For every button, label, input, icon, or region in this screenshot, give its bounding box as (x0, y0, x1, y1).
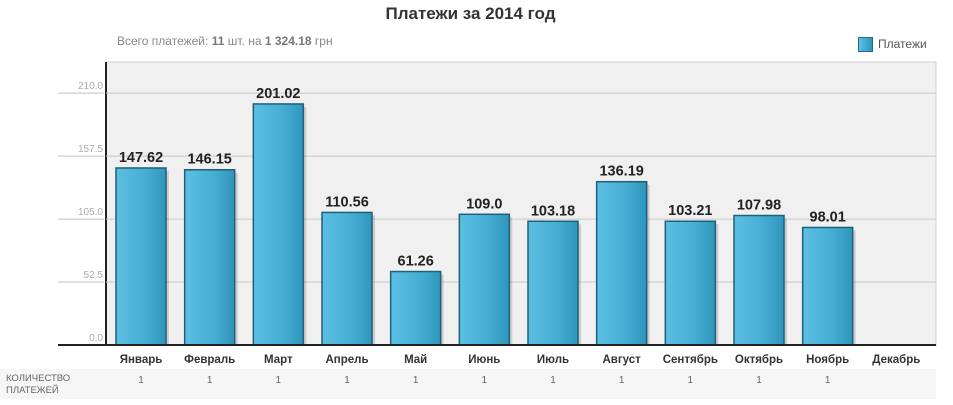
payment-count: 1 (825, 375, 831, 386)
summary-mid: шт. на (227, 34, 262, 48)
payment-count: 1 (619, 375, 625, 386)
payment-count: 1 (550, 375, 556, 386)
summary-prefix: Всего платежей: (117, 34, 209, 48)
x-tick-label: Июль (537, 354, 569, 366)
payments-summary: Всего платежей: 11 шт. на 1 324.18 грн (117, 34, 333, 48)
count-row-band (0, 369, 936, 399)
count-row-label: КОЛИЧЕСТВО ПЛАТЕЖЕЙ (6, 373, 71, 396)
x-tick-label: Март (264, 354, 293, 366)
payment-count: 1 (207, 375, 213, 386)
bar[interactable] (801, 226, 854, 346)
payment-count: 1 (688, 375, 694, 386)
bar-value-label: 146.15 (187, 152, 231, 168)
x-tick-label: Апрель (325, 354, 368, 366)
payment-count: 1 (482, 375, 488, 386)
x-tick-label: Январь (120, 354, 163, 366)
bar[interactable] (389, 270, 442, 346)
payment-count: 1 (413, 375, 419, 386)
bar[interactable] (321, 211, 373, 346)
bar[interactable] (183, 168, 236, 346)
payment-count: 1 (276, 375, 282, 386)
y-tick-label: 210.0 (78, 81, 103, 92)
bar-value-label: 98.01 (810, 209, 846, 225)
payment-count: 1 (138, 375, 144, 386)
bar-value-label: 107.98 (737, 198, 781, 214)
bar-value-label: 136.19 (599, 164, 643, 180)
bar[interactable] (664, 220, 717, 346)
x-tick-label: Июнь (468, 354, 500, 366)
bar[interactable] (458, 213, 511, 346)
bar[interactable] (527, 220, 579, 346)
plot-area (105, 61, 937, 346)
bar-value-label: 109.0 (466, 196, 502, 212)
y-tick-label: 52.5 (84, 270, 104, 281)
payment-count: 1 (756, 375, 762, 386)
bar-value-label: 110.56 (325, 194, 369, 210)
x-tick-label: Май (404, 354, 427, 366)
legend-swatch (858, 36, 873, 52)
x-tick-label: Сентябрь (663, 354, 718, 366)
y-tick-label: 0.0 (89, 333, 103, 344)
x-tick-label: Октябрь (735, 354, 783, 366)
x-tick-label: Август (603, 354, 642, 366)
bar-value-label: 103.18 (531, 203, 575, 219)
legend[interactable]: Платежи (858, 35, 927, 53)
bar-value-label: 201.02 (256, 86, 300, 102)
summary-amount: 1 324.18 (264, 34, 312, 48)
x-tick-label: Декабрь (872, 354, 920, 366)
x-tick-label: Ноябрь (806, 354, 849, 366)
y-tick-label: 157.5 (78, 144, 103, 155)
bar-value-label: 103.21 (668, 203, 712, 219)
x-tick-label: Февраль (184, 354, 235, 366)
bar[interactable] (252, 103, 305, 346)
chart-title: Платежи за 2014 год (385, 4, 556, 23)
bar[interactable] (115, 167, 167, 346)
bar-value-label: 61.26 (398, 254, 434, 270)
bar[interactable] (733, 214, 785, 346)
summary-currency: грн (314, 34, 333, 48)
bar[interactable] (595, 180, 648, 346)
y-tick-label: 105.0 (78, 207, 103, 218)
bar-value-label: 147.62 (119, 150, 163, 166)
payment-count: 1 (344, 375, 350, 386)
summary-count: 11 (211, 34, 225, 48)
legend-label: Платежи (878, 37, 927, 51)
